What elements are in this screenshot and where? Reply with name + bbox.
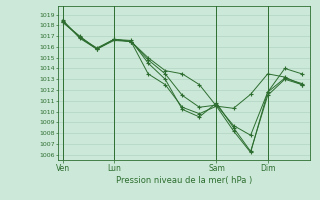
X-axis label: Pression niveau de la mer( hPa ): Pression niveau de la mer( hPa ) bbox=[116, 176, 252, 185]
